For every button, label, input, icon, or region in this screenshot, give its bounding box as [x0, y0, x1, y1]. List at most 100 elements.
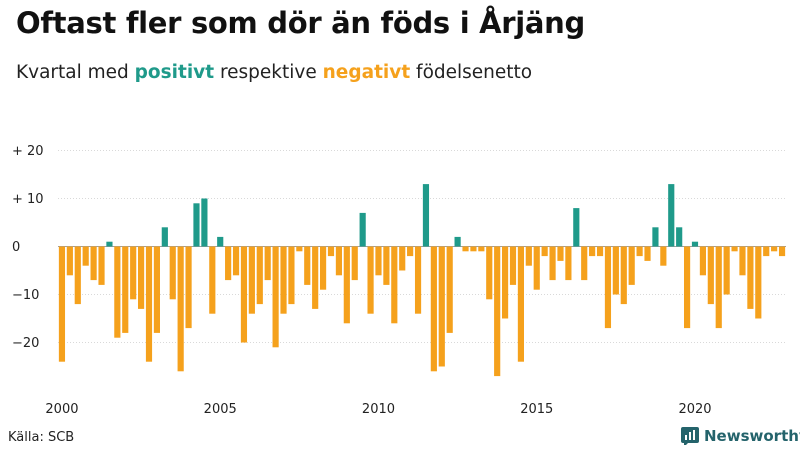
y-tick-label: + 20: [12, 144, 44, 159]
bar-negative: [739, 246, 746, 276]
bar-negative: [502, 246, 509, 319]
x-tick-label: 2015: [520, 402, 553, 417]
bar-negative: [225, 246, 232, 281]
bar-negative: [533, 246, 540, 290]
bar-negative: [130, 246, 137, 300]
bar-negative: [549, 246, 556, 281]
bar-negative: [557, 246, 564, 261]
bar-negative: [446, 246, 453, 333]
bar-negative: [707, 246, 714, 305]
chart-title: Oftast fler som dör än föds i Årjäng: [16, 6, 585, 40]
bar-negative: [367, 246, 374, 314]
subtitle-negative-word: negativt: [322, 62, 411, 83]
bar-negative: [517, 246, 524, 362]
bar-negative: [589, 246, 596, 257]
bar-negative: [414, 246, 422, 314]
subtitle-positive-word: positivt: [134, 62, 215, 83]
x-tick-label: 2020: [678, 402, 711, 417]
x-tick-label: 2000: [45, 402, 78, 417]
bar-negative: [122, 246, 129, 333]
bar-positive: [359, 212, 366, 247]
source-note: Källa: SCB: [8, 430, 75, 445]
bar-negative: [66, 246, 73, 276]
bar-negative: [383, 246, 390, 285]
y-axis-labels: + 20 + 10 0 −10 −20: [12, 144, 44, 351]
bar-negative: [304, 246, 311, 285]
bar-positive: [668, 184, 675, 247]
y-tick-label: −20: [12, 336, 39, 351]
bar-negative: [755, 246, 762, 319]
bar-negative: [763, 246, 770, 257]
bar-negative: [715, 246, 722, 329]
bar-positive: [193, 203, 200, 247]
bar-negative: [327, 246, 335, 257]
bar-positive: [691, 241, 699, 247]
bar-negative: [335, 246, 342, 276]
bar-negative: [778, 246, 786, 257]
bar-negative: [248, 246, 255, 314]
bar-negative: [565, 246, 572, 281]
bar-negative: [771, 246, 778, 252]
bar-negative: [660, 246, 667, 266]
bar-negative: [82, 246, 89, 266]
bar-negative: [209, 246, 216, 314]
bar-negative: [185, 246, 192, 329]
bar-negative: [596, 246, 604, 257]
bar-negative: [620, 246, 627, 305]
bar-negative: [470, 246, 477, 252]
bar-negative: [462, 246, 469, 252]
bar-negative: [478, 246, 485, 252]
bar-negative: [169, 246, 176, 300]
bar-negative: [145, 246, 153, 362]
bar-negative: [699, 246, 706, 276]
bar-negative: [280, 246, 287, 314]
brand-logo[interactable]: Newsworthy: [681, 427, 800, 445]
bar-negative: [731, 246, 738, 252]
bar-negative: [296, 246, 303, 252]
bar-negative: [240, 246, 248, 343]
bar-positive: [676, 227, 683, 247]
bar-positive: [652, 227, 659, 247]
bar-negative: [153, 246, 160, 333]
brand-name: Newsworthy: [704, 427, 800, 445]
bar-negative: [525, 246, 532, 266]
bar-negative: [320, 246, 327, 290]
bar-negative: [430, 246, 437, 372]
bar-negative: [264, 246, 271, 281]
bar-negative: [351, 246, 358, 281]
bar-negative: [604, 246, 612, 329]
bar-negative: [232, 246, 240, 276]
bar-negative: [581, 246, 588, 281]
y-tick-label: −10: [12, 288, 39, 303]
bar-negative: [343, 246, 350, 324]
bar-negative: [684, 246, 691, 329]
bar-negative: [138, 246, 145, 309]
bar-negative: [74, 246, 81, 305]
x-tick-label: 2005: [204, 402, 237, 417]
subtitle-text-middle: respektive: [214, 62, 323, 83]
bar-negative: [486, 246, 493, 300]
bar-negative: [272, 246, 279, 348]
bar-negative: [375, 246, 382, 276]
bar-negative: [312, 246, 319, 309]
bar-negative: [628, 246, 635, 285]
bar-negative: [90, 246, 97, 281]
bar-positive: [106, 241, 113, 247]
x-axis-labels: 2000 2005 2010 2015 2020: [45, 402, 711, 417]
bar-negative: [288, 246, 295, 305]
bar-negative: [438, 246, 445, 367]
bar-negative: [541, 246, 548, 257]
bar-negative: [747, 246, 754, 309]
bar-negative: [98, 246, 105, 285]
bar-positive: [454, 236, 461, 247]
bar-negative: [644, 246, 651, 261]
bar-negative: [509, 246, 517, 285]
y-tick-label: + 10: [12, 192, 44, 207]
bar-positive: [201, 198, 208, 247]
bar-negative: [256, 246, 263, 305]
bar-negative: [494, 246, 501, 377]
bars: [58, 184, 786, 377]
chart-subtitle: Kvartal med positivt respektive negativt…: [16, 62, 532, 83]
bar-negative: [391, 246, 398, 324]
